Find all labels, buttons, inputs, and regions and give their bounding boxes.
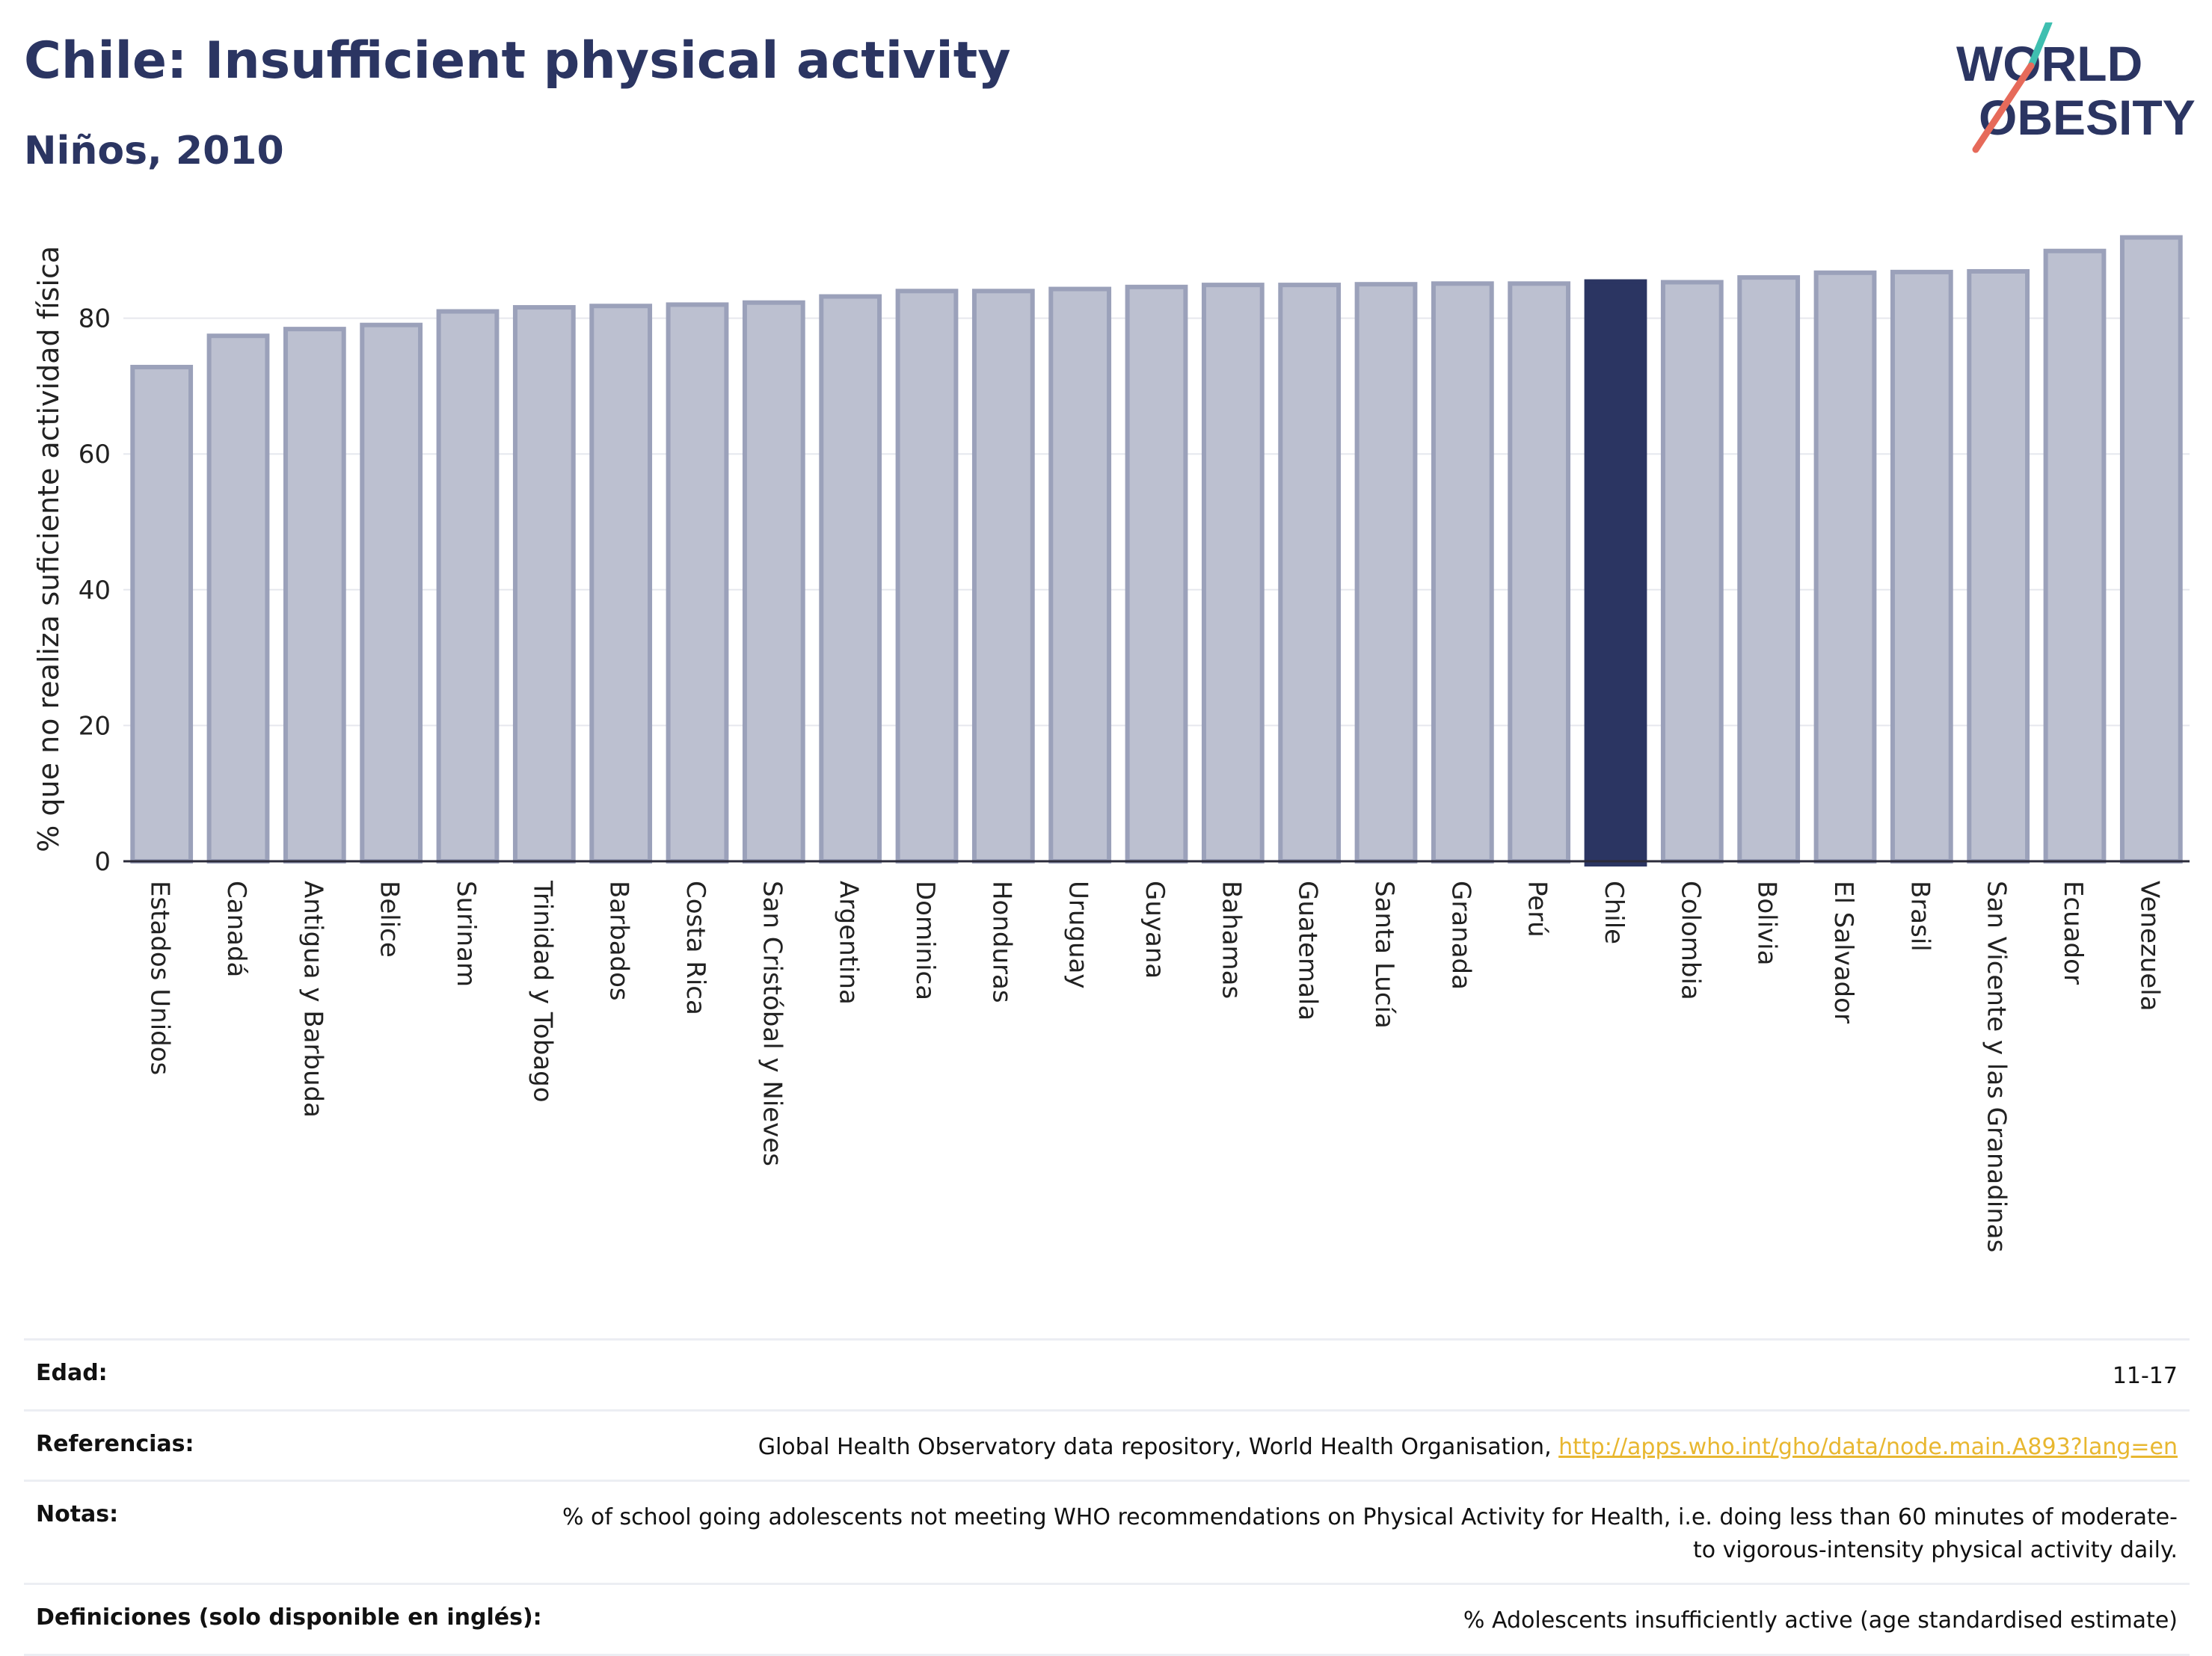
bar-colombia [1660,280,1724,864]
x-tick-label: San Vicente y las Granadinas [1982,881,2012,1252]
x-tick-label: Estados Unidos [145,881,175,1075]
meta-row-definitions: Definiciones (solo disponible en inglés)… [24,1583,2190,1656]
logo-line1: WORLD [1956,36,2142,91]
x-tick-label: San Cristóbal y Nieves [757,881,787,1166]
x-tick-label: Uruguay [1063,881,1093,989]
meta-value: % of school going adolescents not meetin… [562,1504,2178,1563]
meta-row-notes: Notas: % of school going adolescents not… [24,1480,2190,1583]
bar-el-salvador [1813,270,1877,864]
x-tick-label: Trinidad y Tobago [527,880,557,1103]
x-tick-label: Antigua y Barbuda [298,881,328,1118]
x-tick-label: Granada [1446,881,1475,990]
bar-bolivia [1737,275,1801,864]
logo-slash-teal [2027,22,2053,70]
bar-barbados [589,304,653,864]
meta-label: Edad: [36,1360,108,1386]
meta-value: % Adolescents insufficiently active (age… [1463,1607,2178,1634]
bar-guatemala [1278,283,1342,864]
page-title: Chile: Insufficient physical activity [24,31,1011,90]
x-tick-label: Ecuador [2058,881,2088,985]
x-tick-label: Canadá [221,881,251,977]
bar-ecuador [2043,248,2107,864]
y-tick-label: 60 [79,440,111,470]
reference-text: Global Health Observatory data repositor… [758,1433,1559,1460]
y-tick-label: 40 [79,576,111,606]
y-tick-label: 80 [79,304,111,334]
bars [130,235,2183,867]
bar-chile [1584,279,1647,867]
bar-honduras [971,289,1035,864]
meta-label: Referencias: [36,1430,194,1457]
bar-costa-rica [666,302,729,864]
bar-venezuela [2119,235,2183,864]
x-tick-label: Guatemala [1293,881,1323,1021]
bar-dominica [895,289,959,864]
reference-link[interactable]: http://apps.who.int/gho/data/node.main.A… [1558,1433,2178,1460]
bar-uruguay [1048,286,1112,864]
x-axis-ticks: Estados Unidos Canadá Antigua y Barbuda Bel… [145,880,2165,1252]
bar-chart: 0 20 40 60 80 Estados Unidos Canadá Antigua y … [32,235,2190,1252]
y-tick-label: 0 [94,847,111,877]
bar-estados-unidos [130,364,194,864]
bar-santa-lucía [1354,282,1418,864]
bar-granada [1431,281,1494,864]
meta-value: 11-17 [2112,1363,2178,1389]
meta-value-references: Global Health Observatory data repositor… [758,1431,2178,1464]
x-tick-label: Brasil [1905,881,1935,952]
bar-san-cristóbal-y-nieves [742,300,805,864]
x-tick-label: Chile [1599,881,1629,944]
metadata-table: Edad: 11-17 Referencias: Global Health O… [24,1338,2190,1656]
bar-surinam [436,309,500,864]
x-tick-label: Costa Rica [681,881,710,1015]
y-axis-label: % que no realiza suficiente actividad fí… [32,246,65,852]
bar-antigua-y-barbuda [283,327,346,864]
x-tick-label: Perú [1523,881,1552,938]
meta-label: Notas: [36,1501,119,1527]
bar-brasil [1890,269,1953,864]
x-tick-label: El Salvador [1828,881,1858,1024]
x-tick-label: Bolivia [1752,881,1782,965]
x-tick-label: Colombia [1675,881,1705,1000]
meta-label: Definiciones (solo disponible en inglés)… [36,1604,542,1631]
x-tick-label: Belice [375,881,405,958]
x-tick-label: Bahamas [1216,881,1246,999]
bar-belice [360,322,423,864]
bar-bahamas [1201,283,1265,864]
bar-guyana [1125,284,1188,864]
meta-row-age: Edad: 11-17 [24,1338,2190,1409]
x-tick-label: Dominica [910,881,940,1000]
x-tick-label: Santa Lucía [1369,881,1399,1029]
bar-san-vicente-y-las-granadinas [1967,268,2030,864]
x-tick-label: Venezuela [2134,881,2164,1012]
bar-trinidad-y-tobago [512,305,576,864]
x-tick-label: Guyana [1140,881,1170,979]
meta-row-references: Referencias: Global Health Observatory d… [24,1409,2190,1480]
bar-argentina [819,294,882,864]
x-tick-label: Surinam [451,881,481,987]
x-tick-label: Barbados [604,881,634,1001]
logo-slash-coral [1972,62,2035,153]
y-axis-ticks: 0 20 40 60 80 [79,304,111,877]
bar-canadá [206,333,270,864]
x-tick-label: Argentina [834,881,864,1005]
page-subtitle: Niños, 2010 [24,129,284,173]
bar-perú [1508,281,1571,864]
logo-line2: OBESITY [1979,90,2196,145]
y-tick-label: 20 [79,711,111,741]
world-obesity-logo: WORLD OBESITY [1956,22,2196,153]
x-tick-label: Honduras [986,881,1016,1003]
